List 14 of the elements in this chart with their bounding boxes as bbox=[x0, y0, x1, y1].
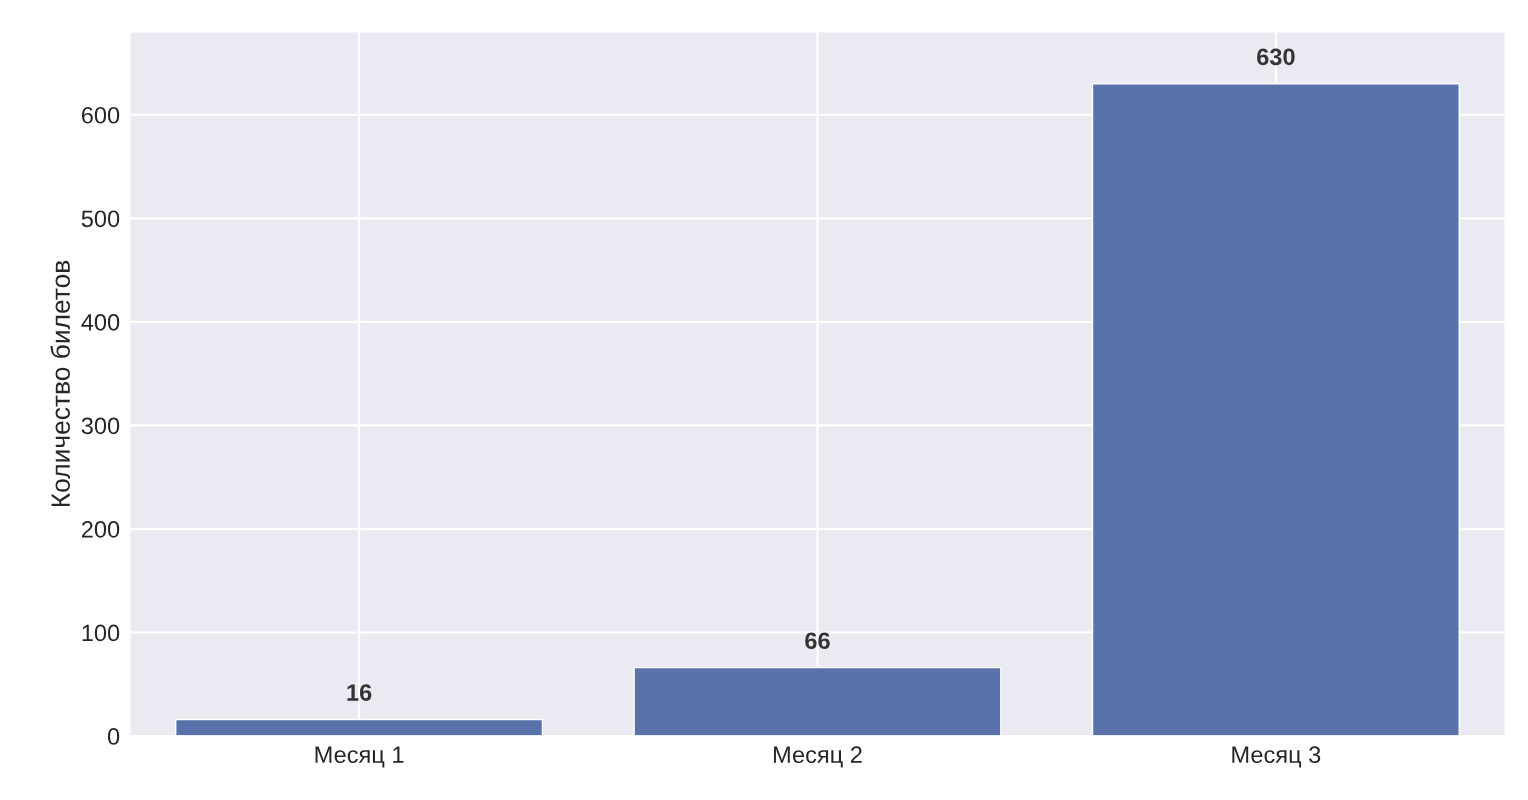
data-label: 66 bbox=[805, 632, 830, 650]
data-label: 630 bbox=[1257, 48, 1295, 66]
x-tick-label: Месяц 2 bbox=[773, 746, 862, 768]
y-tick-label: 0 bbox=[107, 728, 120, 745]
y-tick-label: 300 bbox=[81, 417, 120, 435]
data-label: 16 bbox=[347, 684, 372, 701]
y-tick-label: 200 bbox=[81, 521, 120, 538]
y-tick-label: 600 bbox=[81, 106, 120, 124]
y-tick-label: 400 bbox=[81, 313, 120, 331]
y-tick-label: 100 bbox=[82, 624, 120, 642]
x-tick-label: Месяц 3 bbox=[1232, 746, 1321, 768]
y-tick-label: 500 bbox=[81, 210, 120, 228]
x-tick-label: Месяц 1 bbox=[315, 746, 404, 768]
y-axis-title: Количество билетов bbox=[50, 260, 70, 507]
